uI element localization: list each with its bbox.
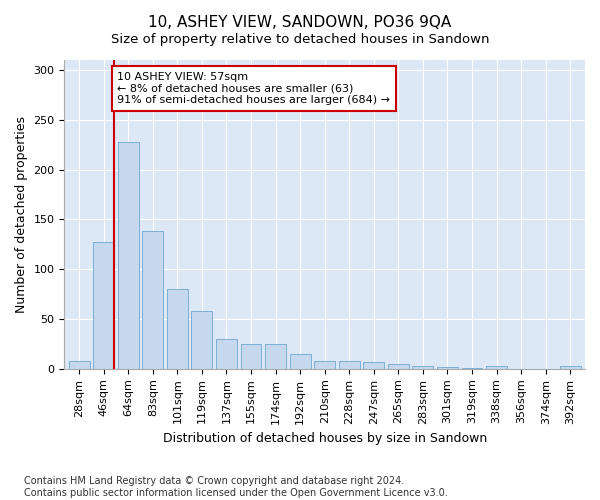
Bar: [364, 362, 384, 369]
Bar: [142, 232, 163, 369]
Bar: [388, 364, 409, 369]
Bar: [167, 289, 188, 369]
Bar: [412, 366, 433, 369]
Bar: [191, 311, 212, 369]
Bar: [290, 354, 311, 369]
Text: Contains HM Land Registry data © Crown copyright and database right 2024.
Contai: Contains HM Land Registry data © Crown c…: [24, 476, 448, 498]
Bar: [437, 367, 458, 369]
Bar: [216, 339, 237, 369]
Bar: [560, 366, 581, 369]
Bar: [486, 366, 507, 369]
Text: Size of property relative to detached houses in Sandown: Size of property relative to detached ho…: [111, 32, 489, 46]
Bar: [93, 242, 114, 369]
Text: 10, ASHEY VIEW, SANDOWN, PO36 9QA: 10, ASHEY VIEW, SANDOWN, PO36 9QA: [148, 15, 452, 30]
Text: 10 ASHEY VIEW: 57sqm
← 8% of detached houses are smaller (63)
91% of semi-detach: 10 ASHEY VIEW: 57sqm ← 8% of detached ho…: [117, 72, 390, 105]
Y-axis label: Number of detached properties: Number of detached properties: [15, 116, 28, 313]
Bar: [265, 344, 286, 369]
Bar: [118, 142, 139, 369]
Bar: [461, 368, 482, 369]
Bar: [241, 344, 262, 369]
Bar: [314, 361, 335, 369]
X-axis label: Distribution of detached houses by size in Sandown: Distribution of detached houses by size …: [163, 432, 487, 445]
Bar: [69, 361, 89, 369]
Bar: [339, 361, 359, 369]
